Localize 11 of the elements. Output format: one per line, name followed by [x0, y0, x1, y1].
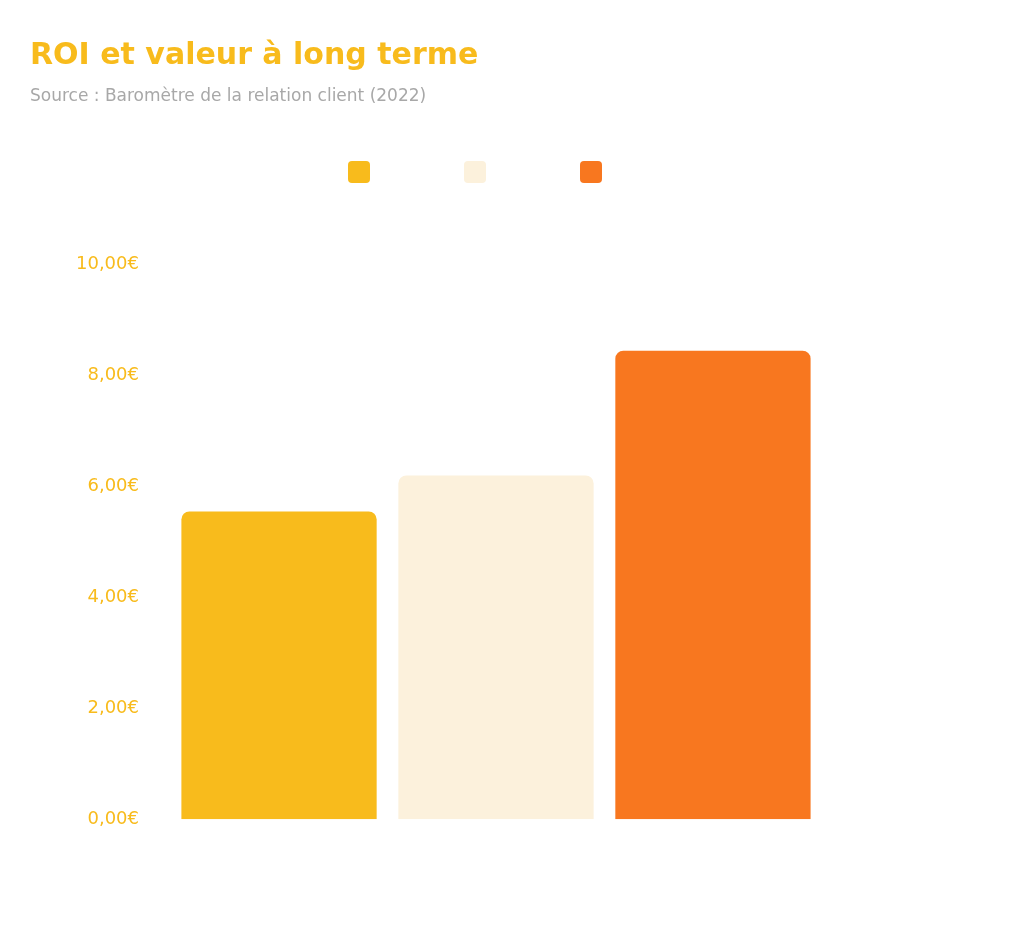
y-tick-label: 10,00€ — [76, 252, 139, 274]
y-tick-label: 4,00€ — [87, 585, 139, 607]
y-tick-label: 6,00€ — [87, 474, 139, 496]
bar — [398, 475, 594, 820]
chart-title: ROI et valeur à long terme — [30, 36, 480, 71]
source-note: Source : Baromètre de la relation client (2022) — [30, 85, 428, 105]
y-tick-label: 0,00€ — [87, 806, 139, 828]
bar — [181, 511, 377, 820]
y-tick-label: 8,00€ — [87, 363, 139, 385]
bar — [615, 350, 811, 820]
y-tick-label: 2,00€ — [87, 695, 139, 717]
